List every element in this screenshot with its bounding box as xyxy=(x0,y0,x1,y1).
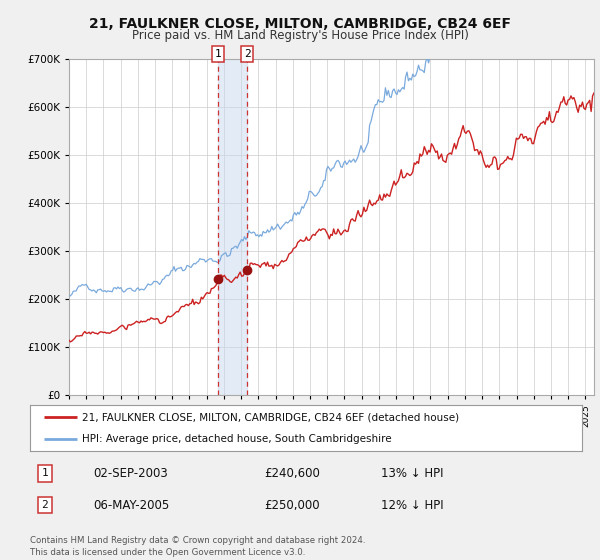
Text: 06-MAY-2005: 06-MAY-2005 xyxy=(93,498,169,512)
Text: 13% ↓ HPI: 13% ↓ HPI xyxy=(381,466,443,480)
Text: 2: 2 xyxy=(41,500,49,510)
Text: 1: 1 xyxy=(41,468,49,478)
Text: HPI: Average price, detached house, South Cambridgeshire: HPI: Average price, detached house, Sout… xyxy=(82,435,392,444)
Text: 1: 1 xyxy=(215,49,221,59)
Text: Contains HM Land Registry data © Crown copyright and database right 2024.
This d: Contains HM Land Registry data © Crown c… xyxy=(30,536,365,557)
Text: 2: 2 xyxy=(244,49,251,59)
Text: 21, FAULKNER CLOSE, MILTON, CAMBRIDGE, CB24 6EF: 21, FAULKNER CLOSE, MILTON, CAMBRIDGE, C… xyxy=(89,17,511,31)
Text: Price paid vs. HM Land Registry's House Price Index (HPI): Price paid vs. HM Land Registry's House … xyxy=(131,29,469,42)
Text: 12% ↓ HPI: 12% ↓ HPI xyxy=(381,498,443,512)
Text: 21, FAULKNER CLOSE, MILTON, CAMBRIDGE, CB24 6EF (detached house): 21, FAULKNER CLOSE, MILTON, CAMBRIDGE, C… xyxy=(82,412,460,422)
Text: 02-SEP-2003: 02-SEP-2003 xyxy=(93,466,168,480)
Text: £240,600: £240,600 xyxy=(264,466,320,480)
Bar xyxy=(218,59,247,395)
Text: £250,000: £250,000 xyxy=(264,498,320,512)
